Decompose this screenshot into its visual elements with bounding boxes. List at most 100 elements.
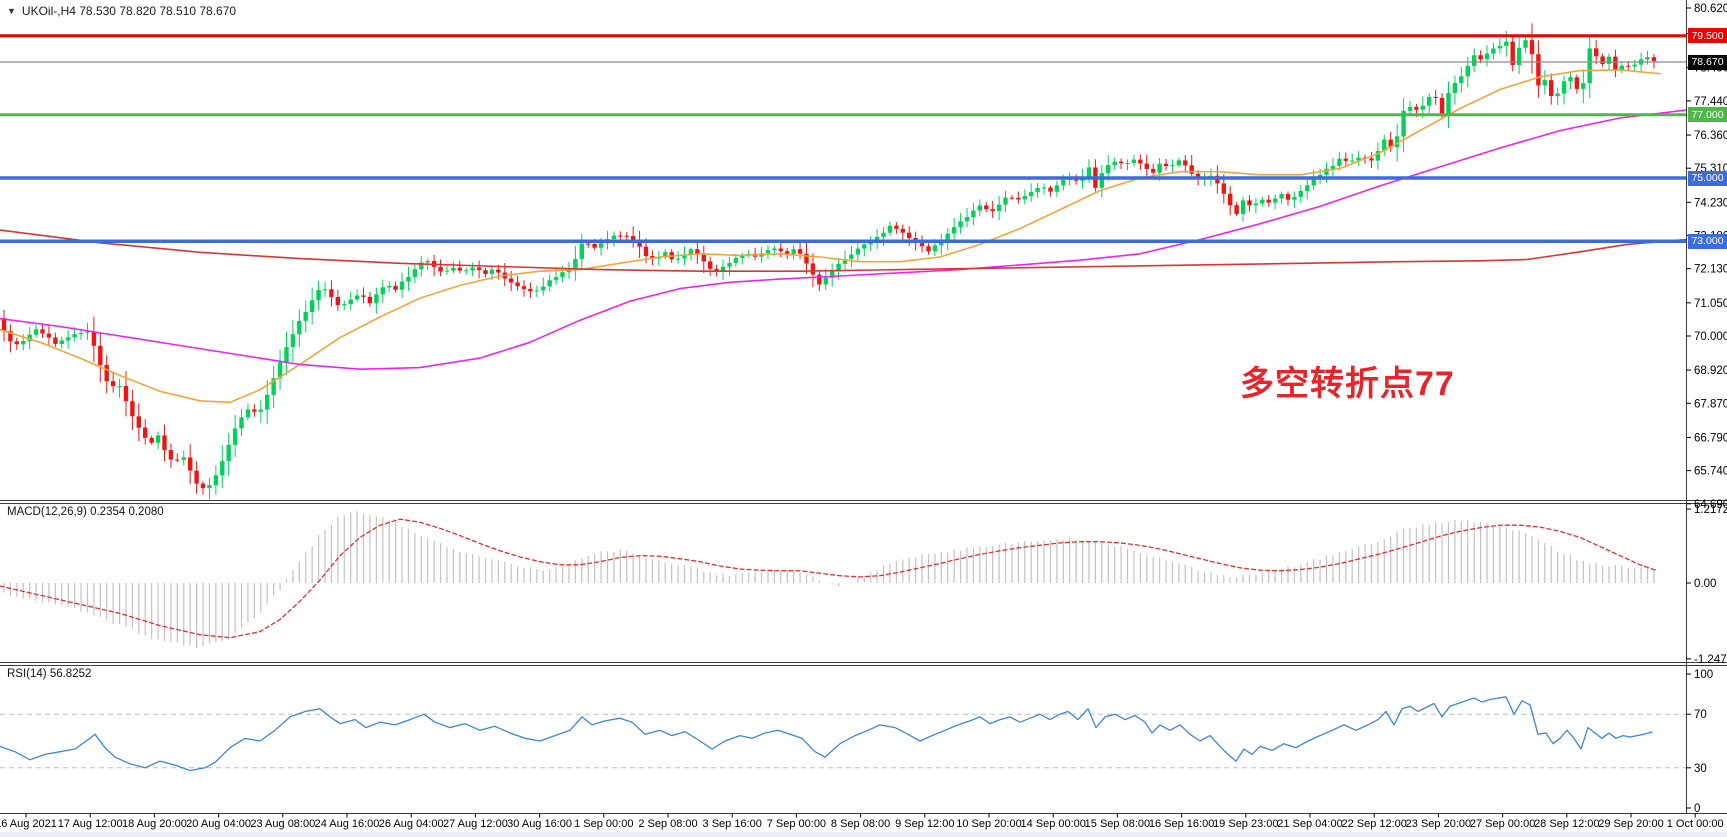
candle-body bbox=[399, 281, 405, 290]
time-axis-label: 27 Aug 12:00 bbox=[443, 818, 508, 830]
candle-body bbox=[226, 444, 231, 462]
candle-body bbox=[1369, 158, 1374, 161]
candle-body bbox=[842, 259, 848, 264]
candle-body bbox=[53, 337, 58, 344]
candle-body bbox=[1061, 179, 1066, 186]
candle-body bbox=[1401, 110, 1406, 137]
candle-body bbox=[155, 435, 161, 443]
time-axis-label: 16 Aug 2021 bbox=[0, 818, 57, 830]
candle-body bbox=[907, 232, 912, 239]
candle-body bbox=[1022, 196, 1027, 200]
candle-body bbox=[1234, 205, 1239, 214]
price-axis-tick: 72.130 bbox=[1694, 264, 1727, 276]
candle-body bbox=[714, 268, 719, 272]
time-axis-label: 28 Sep 12:00 bbox=[1534, 818, 1599, 830]
trend-annotation-text: 多空转折点77 bbox=[1240, 365, 1455, 403]
candle-body bbox=[1112, 161, 1117, 166]
time-axis-label: 2 Sep 08:00 bbox=[638, 818, 697, 830]
macd-axis-tick: 1.2172 bbox=[1694, 504, 1727, 516]
candle-body bbox=[509, 278, 514, 283]
candle-body bbox=[637, 239, 642, 247]
ma-mid-magenta-line bbox=[0, 109, 1687, 371]
candle-body bbox=[489, 269, 495, 274]
candle-body bbox=[1594, 48, 1599, 57]
price-level-badge: 77.000 bbox=[1688, 107, 1727, 123]
candle-body bbox=[618, 235, 623, 237]
candle-body bbox=[541, 286, 546, 291]
candle-body bbox=[1221, 183, 1226, 194]
price-axis-tick: 77.440 bbox=[1694, 96, 1727, 108]
candle-body bbox=[1523, 40, 1528, 48]
candle-body bbox=[136, 416, 141, 428]
candle-body bbox=[78, 332, 84, 335]
candle-body bbox=[1183, 160, 1188, 166]
candle-body bbox=[682, 254, 687, 259]
candle-body bbox=[996, 204, 1002, 211]
candle-body bbox=[579, 243, 584, 259]
candle-body bbox=[1600, 56, 1605, 64]
candle-body bbox=[830, 271, 835, 278]
window-bottom-strip bbox=[0, 832, 1727, 837]
candle-body bbox=[849, 254, 854, 259]
candle-body bbox=[239, 417, 244, 429]
candle-body bbox=[1536, 54, 1541, 86]
symbol-info[interactable]: ▼ UKOil-,H4 78.530 78.820 78.510 78.670 bbox=[7, 4, 236, 18]
rsi-line bbox=[0, 696, 1653, 772]
candle-body bbox=[1350, 160, 1355, 162]
candle-body bbox=[457, 267, 462, 271]
candle-body bbox=[1118, 161, 1124, 164]
candle-body bbox=[1157, 163, 1162, 173]
candle-body bbox=[1003, 197, 1008, 205]
candle-body bbox=[1285, 194, 1291, 200]
candle-body bbox=[168, 450, 174, 460]
candle-body bbox=[881, 232, 886, 237]
candle-body bbox=[348, 299, 353, 305]
time-axis-label: 29 Sep 20:00 bbox=[1598, 818, 1663, 830]
candle-body bbox=[367, 296, 373, 304]
time-axis-label: 26 Aug 04:00 bbox=[379, 818, 444, 830]
price-axis-tick: 74.230 bbox=[1694, 197, 1727, 209]
candle-body bbox=[631, 236, 636, 240]
candle-body bbox=[1529, 40, 1535, 55]
chevron-down-icon[interactable]: ▼ bbox=[7, 6, 16, 16]
candle-body bbox=[720, 266, 726, 272]
candle-body bbox=[1260, 199, 1265, 204]
candle-body bbox=[1382, 139, 1387, 151]
candle-body bbox=[919, 243, 925, 247]
candle-body bbox=[425, 261, 430, 263]
time-axis-label: 8 Sep 08:00 bbox=[831, 818, 890, 830]
candle-body bbox=[117, 386, 122, 387]
candle-body bbox=[1131, 159, 1137, 163]
candle-body bbox=[476, 267, 482, 271]
candle-body bbox=[310, 300, 315, 312]
candle-body bbox=[547, 280, 552, 287]
time-axis-label: 15 Sep 08:00 bbox=[1085, 818, 1150, 830]
candle-body bbox=[220, 461, 225, 476]
candle-body bbox=[213, 475, 219, 486]
candle-body bbox=[85, 331, 90, 333]
candle-body bbox=[1311, 178, 1316, 186]
candle-body bbox=[1337, 158, 1342, 166]
time-axis-label: 21 Sep 04:00 bbox=[1277, 818, 1342, 830]
candle-body bbox=[1266, 199, 1271, 203]
candle-body bbox=[470, 267, 475, 271]
candle-body bbox=[1613, 56, 1618, 70]
candle-body bbox=[1574, 77, 1580, 89]
candle-body bbox=[329, 289, 334, 297]
candle-body bbox=[1054, 185, 1060, 192]
candle-body bbox=[836, 263, 841, 272]
candle-body bbox=[804, 253, 809, 264]
candle-body bbox=[1497, 45, 1503, 49]
candle-body bbox=[8, 331, 13, 342]
candle-body bbox=[926, 246, 931, 252]
candle-body bbox=[245, 409, 251, 418]
candle-body bbox=[1176, 160, 1182, 166]
candle-body bbox=[772, 248, 777, 251]
candle-body bbox=[534, 290, 540, 292]
candle-body bbox=[265, 394, 270, 410]
price-axis-tick: 64.690 bbox=[1694, 499, 1727, 511]
candle-body bbox=[515, 282, 520, 287]
candle-body bbox=[181, 457, 186, 460]
